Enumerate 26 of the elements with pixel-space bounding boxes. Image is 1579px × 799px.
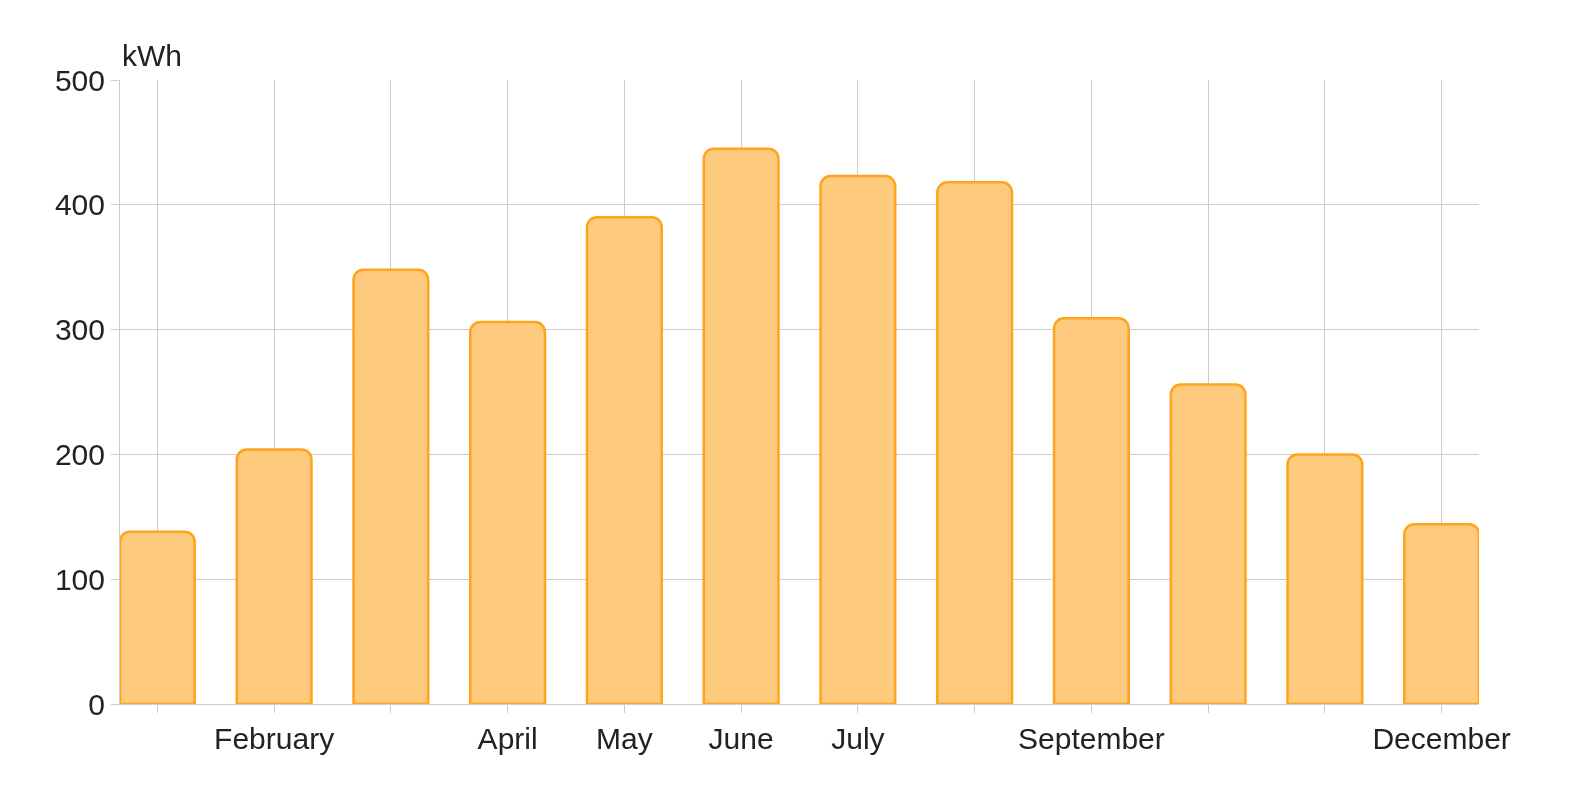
y-axis-title: kWh <box>122 39 182 72</box>
bar <box>936 181 1014 704</box>
bar <box>120 530 196 704</box>
y-tick-label: 100 <box>54 562 105 596</box>
x-tick-label: April <box>477 722 538 755</box>
x-tick-label: June <box>708 722 774 755</box>
bar <box>1169 383 1247 704</box>
bar <box>585 216 663 704</box>
x-tick-label: July <box>831 722 885 755</box>
x-tick-label: September <box>1018 722 1165 755</box>
bar <box>1286 453 1364 704</box>
bar <box>469 320 547 704</box>
bar <box>1403 523 1479 704</box>
bar <box>819 174 897 704</box>
bar <box>702 147 780 704</box>
y-tick-label: 500 <box>54 63 105 97</box>
bar <box>235 448 313 704</box>
x-tick-label: February <box>214 722 335 755</box>
y-tick-label: 0 <box>88 687 105 721</box>
y-tick-label: 400 <box>54 188 105 222</box>
x-tick-label: December <box>1372 722 1511 755</box>
bar <box>352 268 430 704</box>
x-tick-label: May <box>596 722 653 755</box>
y-tick-label: 200 <box>54 437 105 471</box>
bar <box>1052 317 1130 704</box>
y-tick-label: 300 <box>54 313 105 347</box>
